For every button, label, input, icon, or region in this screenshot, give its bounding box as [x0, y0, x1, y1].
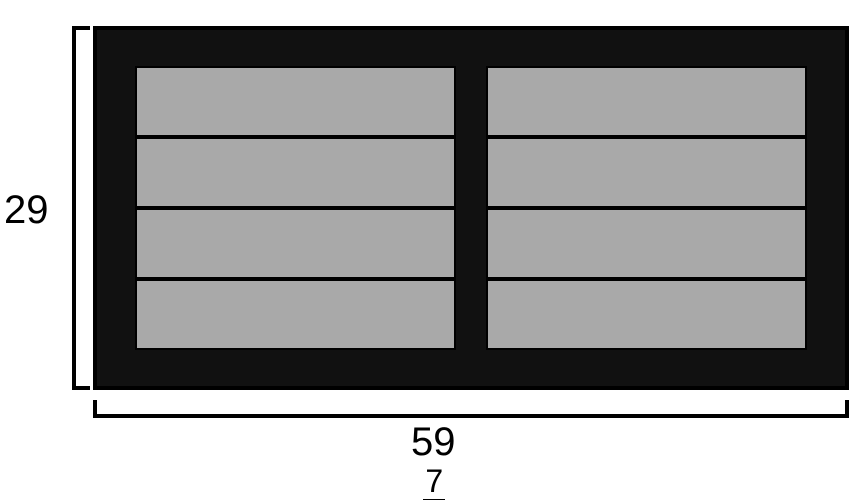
dim-height-line: [72, 26, 76, 390]
louver-slat: [135, 279, 456, 350]
dim-width-line: [93, 414, 849, 418]
louver-slat: [486, 279, 807, 350]
panel: [135, 66, 456, 350]
louver-slat: [135, 208, 456, 279]
dim-height-label: 29: [4, 188, 49, 233]
dim-width-fraction: 78: [423, 465, 445, 500]
dim-width-whole: 59: [411, 420, 456, 464]
panels-container: [135, 66, 807, 350]
dim-width-numer: 7: [423, 465, 445, 500]
dim-width-label: 5978: [411, 420, 456, 500]
louver-slat: [486, 208, 807, 279]
louver-slat: [135, 137, 456, 208]
diagram-stage: 29 5978: [0, 0, 866, 500]
panel: [486, 66, 807, 350]
mullion: [456, 66, 486, 350]
louver-slat: [486, 137, 807, 208]
louver-slat: [486, 66, 807, 137]
window-frame: [93, 26, 849, 390]
louver-slat: [135, 66, 456, 137]
